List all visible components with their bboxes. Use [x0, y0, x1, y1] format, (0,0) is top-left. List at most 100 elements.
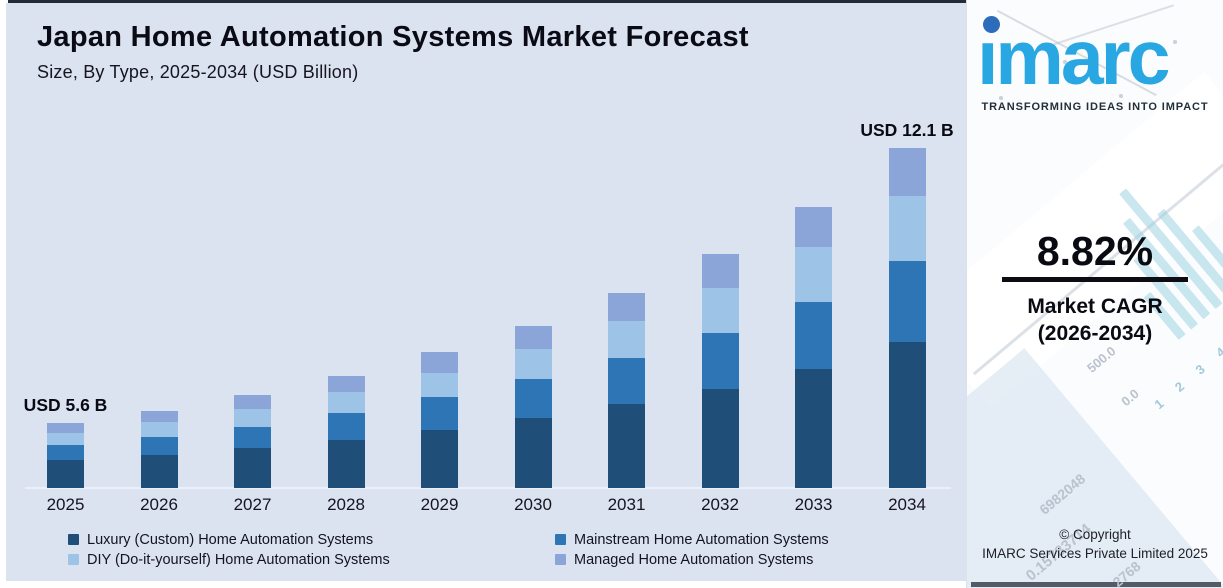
- bar-segment: [421, 352, 458, 373]
- bar-segment: [888, 342, 926, 488]
- total-label-2034: USD 12.1 B: [860, 120, 954, 140]
- bar-segment: [701, 288, 739, 333]
- bar-segment: [888, 148, 926, 196]
- bar-segment: [47, 433, 84, 445]
- bar-segment: [795, 302, 832, 369]
- legend-item: DIY (Do-it-yourself) Home Automation Sys…: [68, 550, 555, 569]
- legend-label: DIY (Do-it-yourself) Home Automation Sys…: [87, 551, 390, 568]
- bar-segment: [140, 422, 178, 437]
- x-axis-label-2031: 2031: [607, 495, 646, 514]
- legend-item: Luxury (Custom) Home Automation Systems: [68, 530, 555, 549]
- top-border-line: [8, 0, 966, 3]
- x-axis-label-2032: 2032: [701, 495, 739, 514]
- bar-segment: [608, 404, 645, 488]
- copyright-line: © Copyright: [1059, 527, 1131, 542]
- dot-decor: [1063, 60, 1067, 64]
- legend-swatch-icon: [555, 534, 566, 545]
- bar-segment: [421, 373, 458, 397]
- bar-2025: [47, 423, 84, 488]
- total-label-2025: USD 5.6 B: [23, 395, 108, 415]
- bar-segment: [140, 455, 178, 488]
- bar-segment: [421, 397, 458, 430]
- page-title: Japan Home Automation Systems Market For…: [37, 21, 749, 53]
- dot-decor: [1119, 94, 1123, 98]
- dot-decor: [999, 96, 1003, 100]
- legend-label: Managed Home Automation Systems: [574, 551, 814, 568]
- x-axis-label-2034: 2034: [888, 495, 926, 514]
- legend-item: Managed Home Automation Systems: [555, 550, 829, 569]
- bar-segment: [701, 254, 739, 288]
- bar-segment: [795, 369, 832, 488]
- bar-segment: [514, 418, 552, 488]
- logo-tagline: TRANSFORMING IDEAS INTO IMPACT: [981, 101, 1209, 113]
- legend-label: Luxury (Custom) Home Automation Systems: [87, 531, 374, 548]
- x-axis-label-2028: 2028: [327, 495, 365, 514]
- watermark-number: 0.0: [1118, 385, 1142, 410]
- legend-swatch-icon: [68, 534, 79, 545]
- bar-2028: [327, 376, 365, 488]
- x-axis-label-2026: 2026: [140, 495, 178, 514]
- cagr-divider-line: [1002, 277, 1188, 282]
- imarc-logo-text: ımarc: [977, 15, 1170, 101]
- bar-segment: [701, 333, 739, 389]
- bar-segment: [888, 196, 926, 261]
- bar-segment: [234, 427, 271, 448]
- dot-decor: [1173, 40, 1177, 44]
- x-axis-label-2030: 2030: [514, 495, 552, 514]
- bar-segment: [701, 389, 739, 488]
- brand-sidebar: 500.0 0.0 1 2 3 4 6982048 0.15783714 2768 ıma…: [966, 0, 1223, 588]
- x-axis-label-2029: 2029: [420, 495, 459, 514]
- bar-2034: [888, 148, 926, 488]
- chart-legend: Luxury (Custom) Home Automation Systems M…: [68, 530, 829, 569]
- cagr-value: 8.82%: [1036, 228, 1154, 274]
- bar-2033: [795, 207, 832, 488]
- cagr-label: Market CAGR: [1027, 295, 1163, 318]
- cagr-period: (2026-2034): [1037, 322, 1153, 345]
- bar-segment: [140, 411, 178, 422]
- bar-segment: [327, 376, 365, 392]
- bar-segment: [608, 358, 645, 404]
- bar-segment: [47, 460, 84, 488]
- bar-2029: [421, 352, 458, 488]
- legend-label: Mainstream Home Automation Systems: [574, 531, 829, 548]
- bar-segment: [795, 247, 832, 302]
- bar-segment: [795, 207, 832, 247]
- bar-2032: [701, 254, 739, 488]
- photo-edge-strip: [971, 582, 1221, 587]
- copyright-company: IMARC Services Private Limited 2025: [982, 546, 1208, 561]
- imarc-logo-dot-icon: [983, 16, 1000, 33]
- x-axis-label-2025: 2025: [46, 495, 85, 514]
- watermark-number: 500.0: [1083, 343, 1119, 376]
- legend-swatch-icon: [68, 554, 79, 565]
- bar-segment: [421, 430, 458, 488]
- bar-2026: [140, 411, 178, 488]
- watermark-number: 1 2 3 4: [1151, 338, 1223, 413]
- bar-segment: [608, 293, 645, 321]
- page-subtitle: Size, By Type, 2025-2034 (USD Billion): [37, 62, 359, 82]
- bar-segment: [514, 379, 552, 418]
- bar-segment: [140, 437, 178, 455]
- bar-segment: [234, 409, 271, 427]
- bar-segment: [47, 445, 84, 460]
- x-axis-line: [25, 487, 951, 489]
- bar-segment: [608, 321, 645, 358]
- bar-2027: [234, 395, 271, 488]
- bar-segment: [234, 395, 271, 409]
- bar-2031: [608, 293, 645, 488]
- bar-segment: [234, 448, 271, 488]
- x-axis-label-2027: 2027: [233, 495, 272, 514]
- bar-segment: [888, 261, 926, 342]
- legend-item: Mainstream Home Automation Systems: [555, 530, 829, 549]
- bar-segment: [327, 392, 365, 413]
- stacked-bar-chart: 2025 2026 2027 2028 2029 2030 2031 2032 2033 2034…: [23, 120, 954, 514]
- legend-swatch-icon: [555, 554, 566, 565]
- sidebar-background-decor: 500.0 0.0 1 2 3 4 6982048 0.15783714 2768: [967, 0, 1223, 588]
- bar-segment: [327, 440, 365, 488]
- bar-2030: [514, 326, 552, 488]
- x-axis-label-2033: 2033: [794, 495, 833, 514]
- bar-segment: [47, 423, 84, 433]
- bar-segment: [327, 413, 365, 440]
- bar-segment: [514, 349, 552, 379]
- bar-segment: [514, 326, 552, 349]
